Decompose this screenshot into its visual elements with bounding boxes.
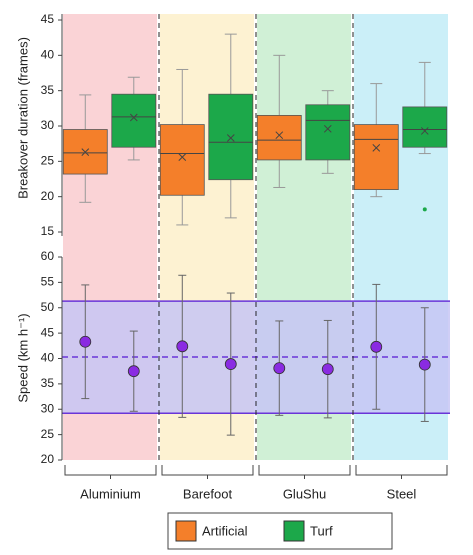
y-tick-label: 25 <box>41 427 55 441</box>
y-tick-label: 35 <box>41 376 55 390</box>
y-tick-label: 35 <box>41 83 55 97</box>
category-bracket <box>355 465 448 479</box>
y-tick-label: 20 <box>41 189 55 203</box>
legend-label: Artificial <box>202 523 248 538</box>
y-tick-label: 15 <box>41 224 55 238</box>
box <box>353 124 399 191</box>
mean-marker <box>81 148 90 157</box>
box <box>305 104 351 161</box>
y-axis-label: Speed (km h⁻¹) <box>15 313 30 402</box>
mean-marker <box>420 127 429 135</box>
y-tick-label: 55 <box>41 275 55 289</box>
y-tick-label: 30 <box>41 401 55 415</box>
legend-frame <box>167 512 393 550</box>
y-tick-label: 45 <box>41 325 55 339</box>
mean-marker <box>178 153 187 161</box>
mean-marker <box>372 144 381 152</box>
point <box>273 362 286 375</box>
y-tick-label: 60 <box>41 249 55 263</box>
legend-swatch <box>283 520 305 542</box>
x-tick-label: Aluminium <box>80 486 141 501</box>
y-tick-label: 45 <box>41 12 55 26</box>
y-tick-label: 40 <box>41 48 55 62</box>
legend-swatch <box>175 520 197 542</box>
y-tick-label: 20 <box>41 452 55 466</box>
box <box>208 93 254 181</box>
box <box>159 124 205 196</box>
category-bracket <box>161 465 254 479</box>
box <box>256 115 302 161</box>
legend-label: Turf <box>310 523 333 538</box>
point <box>370 340 383 353</box>
point <box>321 363 334 376</box>
mean-marker <box>275 131 284 140</box>
y-axis-label: Breakover duration (frames) <box>15 37 30 199</box>
mean-marker <box>129 113 138 122</box>
y-tick-label: 25 <box>41 154 55 168</box>
y-tick-label: 30 <box>41 118 55 132</box>
point <box>127 365 140 378</box>
category-bracket <box>258 465 351 479</box>
x-tick-label: Barefoot <box>183 486 233 501</box>
box <box>402 106 448 148</box>
x-tick-label: Steel <box>387 486 417 501</box>
mean-marker <box>226 134 235 142</box>
point <box>418 358 431 371</box>
point <box>176 340 189 353</box>
mean-marker <box>323 124 332 133</box>
x-tick-label: GluShu <box>283 486 326 501</box>
point <box>224 358 237 370</box>
box <box>111 93 157 148</box>
y-tick-label: 50 <box>41 300 55 314</box>
y-tick-label: 40 <box>41 351 55 365</box>
point <box>79 335 92 348</box>
outlier <box>422 207 427 212</box>
category-bracket <box>64 465 157 479</box>
